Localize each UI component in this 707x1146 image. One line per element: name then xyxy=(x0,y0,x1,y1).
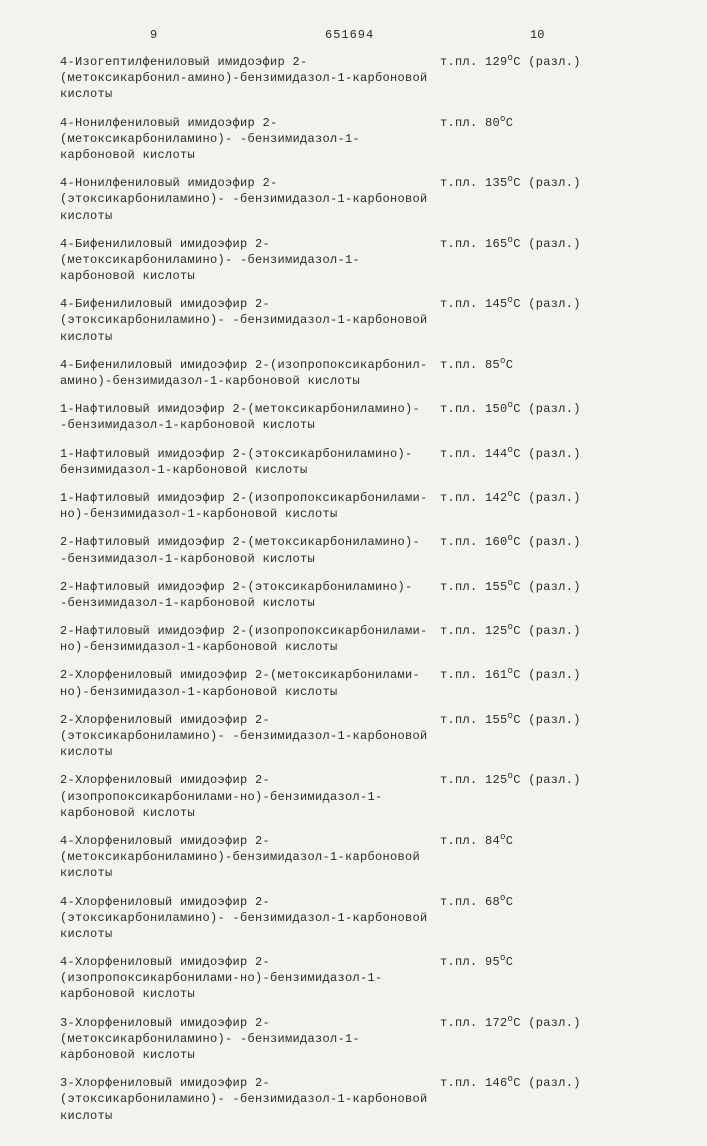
melting-point: т.пл. 161оС (разл.) xyxy=(440,667,660,683)
compound-entry: 4-Бифенилиловый имидоэфир 2-(этоксикарбо… xyxy=(60,296,677,345)
melting-point: т.пл. 155оС (разл.) xyxy=(440,579,660,595)
compound-name: 4-Бифенилиловый имидоэфир 2-(этоксикарбо… xyxy=(60,296,440,345)
compound-name: 2-Хлорфениловый имидоэфир 2-(этоксикарбо… xyxy=(60,712,440,761)
compound-name: 2-Хлорфениловый имидоэфир 2-(изопропокси… xyxy=(60,772,440,821)
compound-entry: 1-Нафтиловый имидоэфир 2-(этоксикарбонил… xyxy=(60,446,677,478)
melting-point: т.пл. 125оС (разл.) xyxy=(440,772,660,788)
melting-point: т.пл. 84оС xyxy=(440,833,660,849)
compound-name: 4-Нонилфениловый имидоэфир 2-(этоксикарб… xyxy=(60,175,440,224)
compound-entry: 3-Хлорфениловый имидоэфир 2-(метоксикарб… xyxy=(60,1015,677,1064)
compound-name: 2-Хлорфениловый имидоэфир 2-(метоксикарб… xyxy=(60,667,440,699)
compound-entry: 4-Хлорфениловый имидоэфир 2-(изопропокси… xyxy=(60,954,677,1003)
compound-entry: 2-Хлорфениловый имидоэфир 2-(изопропокси… xyxy=(60,772,677,821)
compound-entry: 4-Изогептилфениловый имидоэфир 2-(метокс… xyxy=(60,54,677,103)
compound-name: 2-Нафтиловый имидоэфир 2-(этоксикарбонил… xyxy=(60,579,440,611)
melting-point: т.пл. 80оС xyxy=(440,115,660,131)
melting-point: т.пл. 68оС xyxy=(440,894,660,910)
compound-name: 1-Нафтиловый имидоэфир 2-(метоксикарбони… xyxy=(60,401,440,433)
compound-name: 3-Хлорфениловый имидоэфир 2-(метоксикарб… xyxy=(60,1015,440,1064)
compound-name: 2-Нафтиловый имидоэфир 2-(изопропоксикар… xyxy=(60,623,440,655)
compound-entry: 4-Хлорфениловый имидоэфир 2-(метоксикарб… xyxy=(60,833,677,882)
melting-point: т.пл. 150оС (разл.) xyxy=(440,401,660,417)
compound-entry: 3-Хлорфениловый имидоэфир 2-(этоксикарбо… xyxy=(60,1075,677,1124)
compound-name: 4-Хлорфениловый имидоэфир 2-(этоксикарбо… xyxy=(60,894,440,943)
melting-point: т.пл. 160оС (разл.) xyxy=(440,534,660,550)
melting-point: т.пл. 142оС (разл.) xyxy=(440,490,660,506)
compound-entry: 4-Бифенилиловый имидоэфир 2-(изопропокси… xyxy=(60,357,677,389)
compound-entry: 2-Нафтиловый имидоэфир 2-(изопропоксикар… xyxy=(60,623,677,655)
compound-entry: 2-Нафтиловый имидоэфир 2-(метоксикарбони… xyxy=(60,534,677,566)
compound-entry: 2-Хлорфениловый имидоэфир 2-(этоксикарбо… xyxy=(60,712,677,761)
compound-name: 3-Хлорфениловый имидоэфир 2-(этоксикарбо… xyxy=(60,1075,440,1124)
compound-name: 2-Нафтиловый имидоэфир 2-(метоксикарбони… xyxy=(60,534,440,566)
compound-entry: 4-Нонилфениловый имидоэфир 2-(этоксикарб… xyxy=(60,175,677,224)
melting-point: т.пл. 129оС (разл.) xyxy=(440,54,660,70)
compound-list: 4-Изогептилфениловый имидоэфир 2-(метокс… xyxy=(60,54,677,1124)
page-number-right: 10 xyxy=(530,28,544,42)
compound-name: 4-Хлорфениловый имидоэфир 2-(метоксикарб… xyxy=(60,833,440,882)
compound-entry: 2-Нафтиловый имидоэфир 2-(этоксикарбонил… xyxy=(60,579,677,611)
melting-point: т.пл. 144оС (разл.) xyxy=(440,446,660,462)
compound-entry: 1-Нафтиловый имидоэфир 2-(метоксикарбони… xyxy=(60,401,677,433)
compound-entry: 4-Хлорфениловый имидоэфир 2-(этоксикарбо… xyxy=(60,894,677,943)
compound-name: 4-Хлорфениловый имидоэфир 2-(изопропокси… xyxy=(60,954,440,1003)
melting-point: т.пл. 135оС (разл.) xyxy=(440,175,660,191)
document-number: 651694 xyxy=(325,28,374,42)
page-number-left: 9 xyxy=(150,28,157,42)
page-header: 9 651694 10 xyxy=(60,28,677,44)
compound-entry: 4-Бифенилиловый имидоэфир 2-(метоксикарб… xyxy=(60,236,677,285)
melting-point: т.пл. 146оС (разл.) xyxy=(440,1075,660,1091)
compound-name: 4-Нонилфениловый имидоэфир 2-(метоксикар… xyxy=(60,115,440,164)
compound-name: 1-Нафтиловый имидоэфир 2-(этоксикарбонил… xyxy=(60,446,440,478)
compound-entry: 4-Нонилфениловый имидоэфир 2-(метоксикар… xyxy=(60,115,677,164)
melting-point: т.пл. 145оС (разл.) xyxy=(440,296,660,312)
melting-point: т.пл. 95оС xyxy=(440,954,660,970)
melting-point: т.пл. 125оС (разл.) xyxy=(440,623,660,639)
compound-name: 4-Бифенилиловый имидоэфир 2-(метоксикарб… xyxy=(60,236,440,285)
melting-point: т.пл. 172оС (разл.) xyxy=(440,1015,660,1031)
melting-point: т.пл. 155оС (разл.) xyxy=(440,712,660,728)
compound-entry: 2-Хлорфениловый имидоэфир 2-(метоксикарб… xyxy=(60,667,677,699)
melting-point: т.пл. 165оС (разл.) xyxy=(440,236,660,252)
compound-name: 1-Нафтиловый имидоэфир 2-(изопропоксикар… xyxy=(60,490,440,522)
compound-entry: 1-Нафтиловый имидоэфир 2-(изопропоксикар… xyxy=(60,490,677,522)
compound-name: 4-Изогептилфениловый имидоэфир 2-(метокс… xyxy=(60,54,440,103)
compound-name: 4-Бифенилиловый имидоэфир 2-(изопропокси… xyxy=(60,357,440,389)
page: 9 651694 10 4-Изогептилфениловый имидоэф… xyxy=(0,0,707,1146)
melting-point: т.пл. 85оС xyxy=(440,357,660,373)
